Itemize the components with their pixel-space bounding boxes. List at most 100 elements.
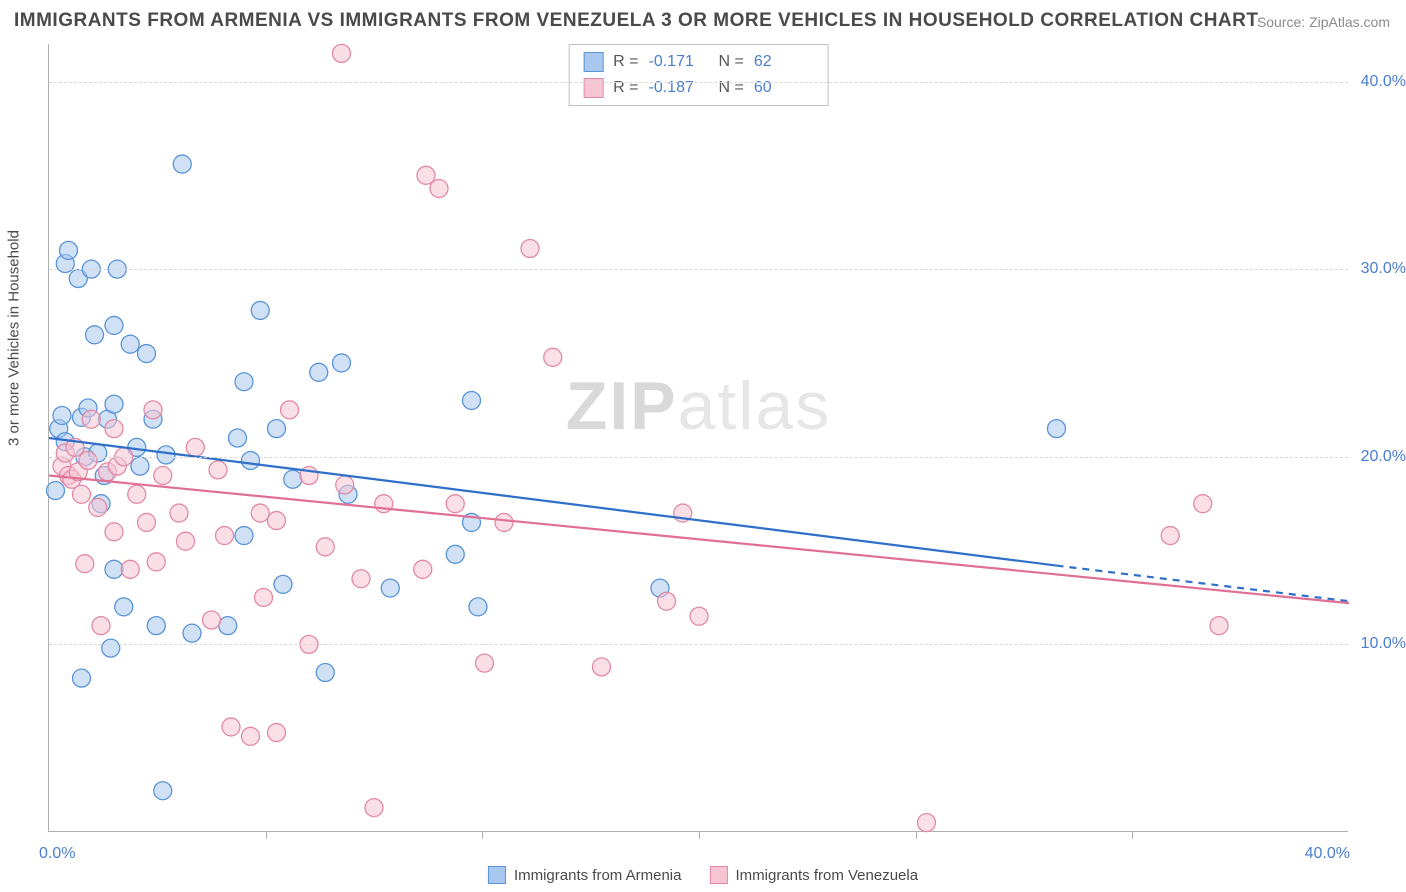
scatter-point (105, 395, 123, 413)
scatter-point (203, 611, 221, 629)
scatter-point (658, 592, 676, 610)
scatter-point (593, 658, 611, 676)
grid-line (49, 457, 1348, 458)
scatter-point (242, 727, 260, 745)
y-tick-label: 30.0% (1361, 260, 1406, 278)
scatter-point (105, 560, 123, 578)
scatter-point (333, 44, 351, 62)
scatter-point (216, 527, 234, 545)
scatter-point (170, 504, 188, 522)
scatter-point (121, 560, 139, 578)
n-label: N = (719, 75, 744, 101)
scatter-point (544, 348, 562, 366)
scatter-point (1210, 617, 1228, 635)
scatter-point (255, 588, 273, 606)
scatter-point (463, 391, 481, 409)
scatter-point (92, 617, 110, 635)
scatter-point (60, 241, 78, 259)
scatter-point (147, 617, 165, 635)
scatter-point (242, 452, 260, 470)
scatter-point (173, 155, 191, 173)
scatter-point (381, 579, 399, 597)
scatter-point (281, 401, 299, 419)
x-tick-label-min: 0.0% (39, 845, 75, 863)
x-tick (1132, 831, 1133, 839)
r-label: R = (613, 75, 638, 101)
correlation-legend-row: R =-0.187N =60 (583, 75, 814, 101)
scatter-point (336, 476, 354, 494)
r-label: R = (613, 49, 638, 75)
scatter-point (86, 326, 104, 344)
correlation-legend-box: R =-0.171N =62R =-0.187N =60 (568, 44, 829, 106)
scatter-point (251, 301, 269, 319)
scatter-point (316, 538, 334, 556)
scatter-point (430, 179, 448, 197)
scatter-point (105, 316, 123, 334)
scatter-point (268, 724, 286, 742)
scatter-point (154, 467, 172, 485)
series-legend: Immigrants from Armenia Immigrants from V… (488, 866, 918, 884)
scatter-point (76, 555, 94, 573)
scatter-point (918, 814, 936, 832)
scatter-point (446, 495, 464, 513)
y-tick-label: 10.0% (1361, 635, 1406, 653)
x-tick-label-max: 40.0% (1305, 845, 1350, 863)
scatter-point (469, 598, 487, 616)
n-label: N = (719, 49, 744, 75)
scatter-point (268, 420, 286, 438)
scatter-point (446, 545, 464, 563)
scatter-point (147, 553, 165, 571)
scatter-point (47, 482, 65, 500)
scatter-point (102, 639, 120, 657)
scatter-point (316, 664, 334, 682)
legend-swatch (709, 866, 727, 884)
legend-item: Immigrants from Venezuela (709, 866, 918, 884)
scatter-point (1161, 527, 1179, 545)
scatter-point (131, 457, 149, 475)
scatter-point (128, 485, 146, 503)
scatter-point (521, 240, 539, 258)
chart-container: IMMIGRANTS FROM ARMENIA VS IMMIGRANTS FR… (0, 0, 1406, 892)
scatter-point (138, 345, 156, 363)
plot-area: ZIPatlas R =-0.171N =62R =-0.187N =60 0.… (48, 44, 1348, 832)
scatter-point (73, 485, 91, 503)
scatter-point (105, 523, 123, 541)
scatter-point (268, 512, 286, 530)
x-tick (266, 831, 267, 839)
legend-label: Immigrants from Armenia (514, 867, 682, 884)
scatter-point (274, 575, 292, 593)
scatter-point (414, 560, 432, 578)
x-tick (699, 831, 700, 839)
scatter-point (79, 452, 97, 470)
scatter-point (144, 401, 162, 419)
scatter-point (352, 570, 370, 588)
scatter-point (219, 617, 237, 635)
grid-line (49, 644, 1348, 645)
y-tick-label: 40.0% (1361, 73, 1406, 91)
y-axis-label: 3 or more Vehicles in Household (6, 230, 23, 446)
scatter-plot-svg (49, 44, 1348, 831)
scatter-point (105, 420, 123, 438)
scatter-point (235, 373, 253, 391)
legend-swatch (488, 866, 506, 884)
source-label: Source: ZipAtlas.com (1257, 14, 1390, 30)
x-tick (482, 831, 483, 839)
scatter-point (186, 438, 204, 456)
scatter-point (73, 669, 91, 687)
grid-line (49, 82, 1348, 83)
scatter-point (495, 513, 513, 531)
scatter-point (284, 470, 302, 488)
regression-line-dashed (1057, 566, 1350, 602)
scatter-point (229, 429, 247, 447)
scatter-point (138, 513, 156, 531)
scatter-point (82, 410, 100, 428)
grid-line (49, 269, 1348, 270)
scatter-point (333, 354, 351, 372)
scatter-point (115, 598, 133, 616)
scatter-point (209, 461, 227, 479)
scatter-point (222, 718, 240, 736)
x-tick (916, 831, 917, 839)
scatter-point (365, 799, 383, 817)
r-value: -0.187 (649, 75, 709, 101)
scatter-point (154, 782, 172, 800)
